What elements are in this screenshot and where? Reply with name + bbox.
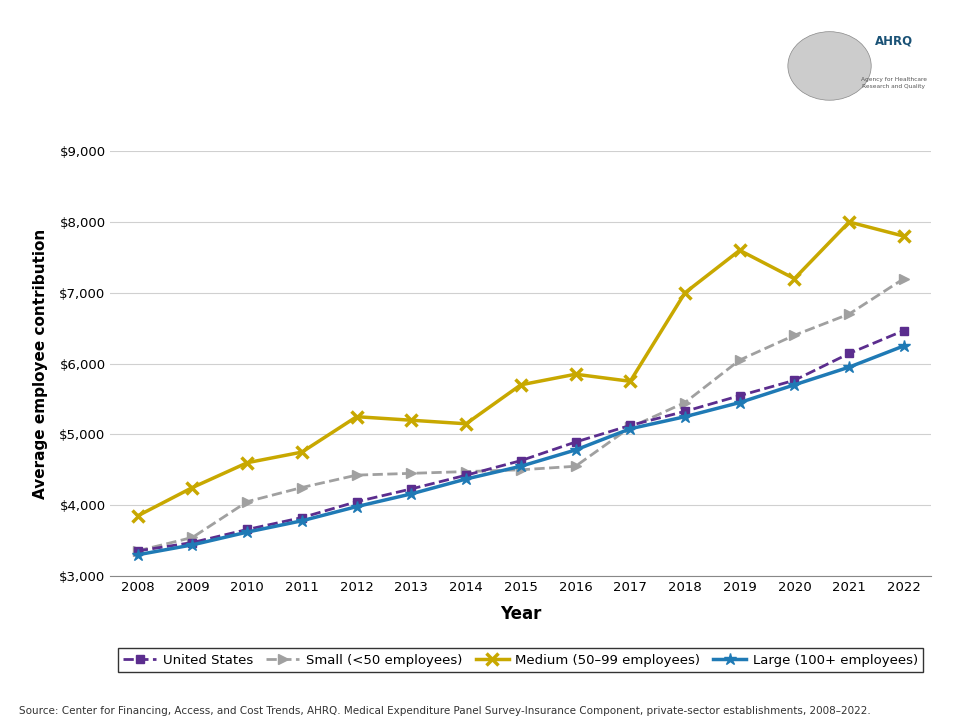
Text: AHRQ: AHRQ <box>875 35 913 48</box>
Text: family coverage, overall and by firm size, 2008–2022: family coverage, overall and by firm siz… <box>152 89 732 108</box>
X-axis label: Year: Year <box>500 605 541 623</box>
Circle shape <box>788 32 871 100</box>
Legend: United States, Small (<50 employees), Medium (50–99 employees), Large (100+ empl: United States, Small (<50 employees), Me… <box>118 649 924 672</box>
Text: Agency for Healthcare
Research and Quality: Agency for Healthcare Research and Quali… <box>860 78 926 89</box>
FancyBboxPatch shape <box>792 4 950 133</box>
Y-axis label: Average employee contribution: Average employee contribution <box>34 228 48 499</box>
Text: Source: Center for Financing, Access, and Cost Trends, AHRQ. Medical Expenditure: Source: Center for Financing, Access, an… <box>19 706 871 716</box>
Text: Figure 12. Average annual employee contribution (in dollars) for: Figure 12. Average annual employee contr… <box>85 35 798 53</box>
